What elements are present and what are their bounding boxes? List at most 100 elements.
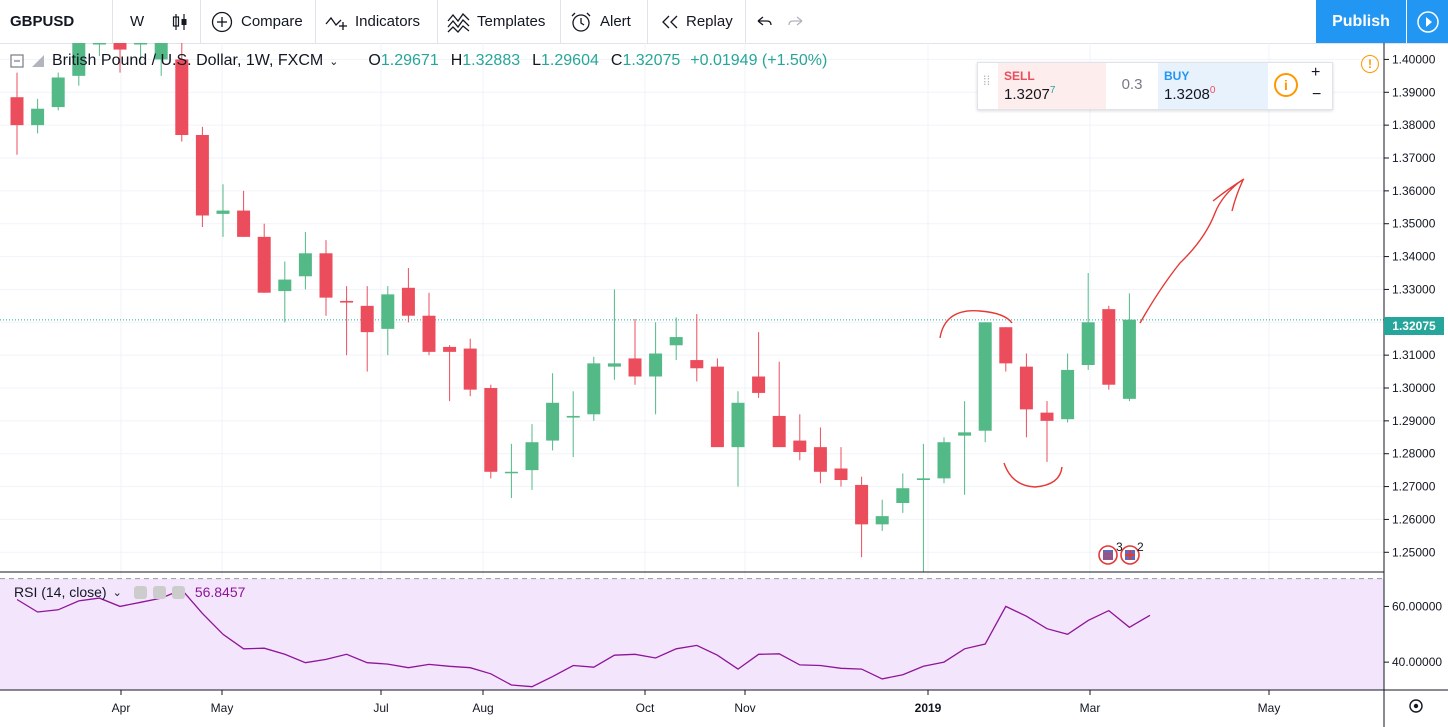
candle <box>772 361 786 448</box>
zoom-in-button[interactable]: + <box>1311 64 1321 81</box>
drag-handle-icon[interactable]: ⁞⁞ <box>983 73 991 88</box>
candle <box>463 338 477 397</box>
publish-label: Publish <box>1332 12 1390 30</box>
candle <box>237 190 251 237</box>
rsi-tick-label: 60.00000 <box>1392 599 1442 613</box>
toolbar-divider <box>112 0 113 43</box>
templates-button[interactable]: Templates <box>447 0 545 43</box>
publish-button[interactable]: Publish <box>1316 0 1406 43</box>
undo-button[interactable] <box>755 0 773 43</box>
candle-body <box>175 59 189 135</box>
candle-body <box>669 337 683 346</box>
candle-body <box>752 376 766 393</box>
candle <box>1019 353 1033 438</box>
candle <box>999 327 1013 372</box>
candle-body <box>340 300 354 303</box>
price-tick-label: 1.28000 <box>1392 447 1436 461</box>
price-chart[interactable]: 3 2 1.400001.390001.380001.370001.360001… <box>0 43 1448 727</box>
candle <box>443 345 457 402</box>
candle <box>1122 293 1136 402</box>
trade-widget: ⁞⁞ SELL 1.32077 0.3 BUY 1.32080 i + − <box>977 62 1333 110</box>
candle-body <box>1061 369 1075 420</box>
candle-body <box>793 440 807 453</box>
chart-style-button[interactable] <box>170 0 190 43</box>
candle <box>978 322 992 443</box>
candle-body <box>422 315 436 352</box>
replay-label: Replay <box>686 13 733 30</box>
candle-body <box>628 358 642 377</box>
candle-body <box>649 353 663 377</box>
candle-body <box>1122 319 1136 399</box>
time-axis[interactable]: Apr May Jul Aug Oct Nov 2019 Mar May <box>112 690 1281 715</box>
zoom-out-button[interactable]: − <box>1312 86 1322 103</box>
replay-button[interactable]: Replay <box>660 0 733 43</box>
templates-label: Templates <box>477 13 546 30</box>
candle <box>422 292 436 356</box>
candle-body <box>813 447 827 472</box>
candle <box>628 319 642 385</box>
settings-button[interactable] <box>1409 699 1423 713</box>
alert-button[interactable]: Alert <box>570 0 631 43</box>
annotation-arrow <box>1139 178 1245 324</box>
indicators-button[interactable]: Indicators <box>325 0 420 43</box>
rsi-axis[interactable]: 60.00000 40.00000 <box>1384 599 1442 669</box>
collapse-icon[interactable] <box>10 54 24 68</box>
candle <box>154 43 168 76</box>
candle <box>793 414 807 461</box>
high-label: H <box>450 52 463 69</box>
eye-icon[interactable] <box>133 585 147 599</box>
chevron-down-icon[interactable]: ⌄ <box>329 55 339 68</box>
info-button[interactable]: i <box>1274 73 1298 97</box>
candle <box>896 473 910 513</box>
info-icon: i <box>1284 77 1288 93</box>
sell-price-main: 1.3207 <box>1004 86 1050 103</box>
candle <box>484 384 498 479</box>
candle <box>360 286 374 372</box>
symbol-search[interactable]: GBPUSD <box>10 0 74 43</box>
chevron-down-icon[interactable]: ⌄ <box>112 586 122 599</box>
price-tick-label: 1.34000 <box>1392 250 1436 264</box>
publish-play-button[interactable] <box>1407 0 1448 43</box>
sell-button[interactable]: SELL 1.32077 <box>998 63 1106 109</box>
redo-button[interactable] <box>787 0 805 43</box>
candle-body <box>999 327 1013 364</box>
candle <box>504 443 518 499</box>
alert-indicator-icon[interactable]: ! <box>1361 55 1379 73</box>
candle <box>175 43 189 142</box>
candle-body <box>401 287 415 316</box>
rsi-title[interactable]: RSI (14, close) <box>14 584 107 600</box>
candle-body <box>731 402 745 448</box>
symbol-label: GBPUSD <box>10 13 75 30</box>
candle-body <box>1040 412 1054 421</box>
candle <box>587 356 601 421</box>
toolbar-divider <box>315 0 316 43</box>
buy-label: BUY <box>1164 69 1190 83</box>
candle-body <box>154 43 168 60</box>
alarm-clock-icon <box>571 12 591 32</box>
candle-body <box>896 488 910 503</box>
compare-button[interactable]: Compare <box>211 0 303 43</box>
toolbar-divider <box>647 0 648 43</box>
candle-body <box>875 516 889 525</box>
candle-body <box>690 360 704 369</box>
candle <box>72 43 86 86</box>
close-icon[interactable] <box>171 585 185 599</box>
candle <box>278 261 292 323</box>
price-axis[interactable]: 1.40000 1.39000 1.38000 1.37000 1.36000 1.350… <box>1384 52 1436 559</box>
close-value: 1.32075 <box>622 52 681 69</box>
candle-body <box>51 77 65 108</box>
sell-label: SELL <box>1004 69 1035 83</box>
gear-icon[interactable] <box>152 585 166 599</box>
symbol-description[interactable]: British Pound / U.S. Dollar, 1W, FXCM <box>52 52 324 69</box>
last-price-tag: 1.32075 <box>1384 317 1444 335</box>
candle-body <box>587 363 601 415</box>
interval-button[interactable]: W <box>130 0 144 43</box>
price-tick-label: 1.27000 <box>1392 480 1436 494</box>
candle <box>1061 353 1075 423</box>
candle-body <box>525 442 539 471</box>
events-markers[interactable]: 3 2 <box>1098 540 1144 565</box>
buy-button[interactable]: BUY 1.32080 <box>1158 63 1268 109</box>
redo-icon <box>788 15 803 26</box>
toolbar-divider <box>745 0 746 43</box>
candle-body <box>1102 309 1116 385</box>
